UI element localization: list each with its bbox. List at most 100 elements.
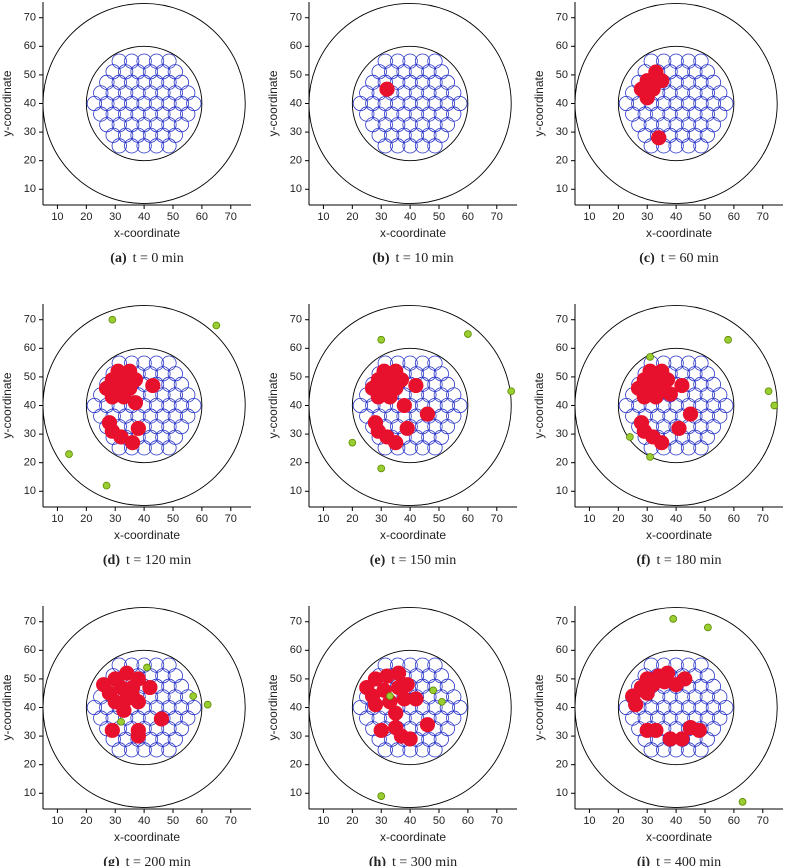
cell bbox=[662, 386, 678, 402]
y-tick-label: 10 bbox=[290, 183, 302, 195]
x-tick-label: 50 bbox=[433, 815, 445, 827]
y-axis-label: y-coordinate bbox=[266, 372, 280, 438]
caption-label: (b) bbox=[372, 251, 389, 266]
cell bbox=[668, 355, 684, 371]
cell bbox=[379, 81, 395, 97]
y-tick-label: 10 bbox=[24, 183, 36, 195]
cell bbox=[724, 335, 732, 344]
cell bbox=[427, 657, 443, 673]
cell bbox=[691, 722, 707, 738]
cell bbox=[388, 705, 404, 721]
cell bbox=[693, 355, 709, 371]
caption-text: t = 120 min bbox=[126, 553, 191, 568]
cell bbox=[648, 722, 664, 738]
y-tick-label: 20 bbox=[556, 759, 568, 771]
cell bbox=[507, 387, 516, 396]
x-tick-label: 60 bbox=[196, 513, 208, 525]
y-tick-label: 10 bbox=[290, 485, 302, 497]
cell bbox=[367, 697, 384, 713]
cell bbox=[402, 731, 418, 747]
x-tick-label: 10 bbox=[583, 211, 595, 223]
cell bbox=[377, 335, 386, 344]
cell bbox=[127, 395, 144, 411]
x-tick-label: 10 bbox=[583, 513, 595, 525]
y-tick-label: 10 bbox=[556, 787, 568, 799]
boundary-circle bbox=[574, 304, 778, 507]
x-axis-label: x-coordinate bbox=[646, 226, 712, 240]
y-tick-label: 40 bbox=[24, 701, 36, 713]
cell bbox=[104, 722, 120, 738]
y-tick-label: 70 bbox=[290, 314, 302, 326]
cell bbox=[643, 657, 659, 673]
cell bbox=[390, 53, 406, 69]
cell bbox=[654, 435, 670, 451]
cell bbox=[680, 53, 697, 69]
cell bbox=[161, 657, 177, 673]
cell bbox=[402, 53, 418, 69]
caption: (b) t = 10 min bbox=[372, 251, 453, 266]
cell bbox=[148, 53, 165, 69]
cell bbox=[414, 53, 431, 69]
x-tick-label: 40 bbox=[138, 513, 150, 525]
cell bbox=[680, 355, 697, 371]
x-tick-label: 30 bbox=[109, 513, 121, 525]
y-tick-label: 40 bbox=[290, 701, 302, 713]
panel: 10 20 30 40 50 60 70 10 20 30 40 50 60 70 x-coordinate… bbox=[532, 606, 783, 866]
cell bbox=[427, 355, 443, 371]
cell bbox=[124, 53, 140, 69]
y-tick-label: 50 bbox=[290, 371, 302, 383]
cell bbox=[419, 406, 436, 422]
cell bbox=[674, 731, 690, 747]
x-tick-label: 40 bbox=[404, 211, 416, 223]
panel: 10 20 30 40 50 60 70 10 20 30 40 50 60 70 x-coordinate… bbox=[0, 2, 251, 266]
cell bbox=[626, 433, 634, 441]
cell bbox=[429, 686, 438, 695]
cell bbox=[693, 657, 709, 673]
cell bbox=[427, 53, 443, 69]
cell bbox=[203, 700, 212, 709]
y-tick-label: 70 bbox=[24, 12, 36, 24]
x-tick-label: 20 bbox=[80, 211, 92, 223]
cell bbox=[124, 435, 141, 451]
x-tick-label: 70 bbox=[225, 513, 237, 525]
caption: (h) t = 300 min bbox=[369, 855, 457, 866]
cell bbox=[648, 389, 664, 405]
x-tick-label: 60 bbox=[462, 513, 474, 525]
y-tick-label: 50 bbox=[24, 371, 36, 383]
y-tick-label: 50 bbox=[556, 69, 568, 81]
boundary-circle bbox=[308, 2, 512, 205]
cell bbox=[148, 355, 165, 371]
y-tick-label: 20 bbox=[290, 759, 302, 771]
y-tick-label: 70 bbox=[24, 616, 36, 628]
x-tick-label: 10 bbox=[317, 513, 329, 525]
y-tick-label: 70 bbox=[290, 12, 302, 24]
caption-text: t = 150 min bbox=[391, 553, 456, 568]
panel: 10 20 30 40 50 60 70 10 20 30 40 50 60 70 x-coordinate… bbox=[266, 304, 517, 568]
cell bbox=[136, 657, 152, 673]
x-tick-label: 60 bbox=[462, 211, 474, 223]
boundary-circle bbox=[351, 649, 469, 766]
x-tick-label: 50 bbox=[167, 815, 179, 827]
x-axis-label: x-coordinate bbox=[380, 830, 446, 844]
cell bbox=[419, 717, 436, 733]
y-tick-label: 40 bbox=[290, 399, 302, 411]
cell bbox=[102, 481, 111, 490]
x-tick-label: 20 bbox=[612, 211, 624, 223]
cell bbox=[674, 377, 690, 394]
x-tick-label: 60 bbox=[196, 211, 208, 223]
x-tick-label: 50 bbox=[433, 513, 445, 525]
cell bbox=[124, 688, 141, 704]
cell bbox=[693, 53, 709, 69]
y-axis-label: y-coordinate bbox=[532, 372, 546, 438]
x-tick-label: 40 bbox=[404, 513, 416, 525]
cell bbox=[738, 798, 747, 806]
y-tick-label: 60 bbox=[24, 40, 36, 52]
x-axis-label: x-coordinate bbox=[380, 226, 446, 240]
y-tick-label: 30 bbox=[556, 126, 568, 138]
y-tick-label: 10 bbox=[556, 183, 568, 195]
x-tick-label: 10 bbox=[583, 815, 595, 827]
y-tick-label: 10 bbox=[556, 485, 568, 497]
y-tick-label: 40 bbox=[556, 399, 568, 411]
y-tick-label: 50 bbox=[24, 673, 36, 685]
x-tick-label: 70 bbox=[757, 815, 769, 827]
